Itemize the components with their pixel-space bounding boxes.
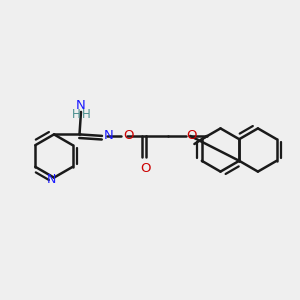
Text: O: O [140,162,151,175]
Text: N: N [103,129,113,142]
Text: N: N [76,98,86,112]
Text: O: O [187,129,197,142]
Text: H: H [72,108,81,122]
Text: H: H [82,108,91,122]
Text: O: O [124,129,134,142]
Text: N: N [47,172,56,186]
